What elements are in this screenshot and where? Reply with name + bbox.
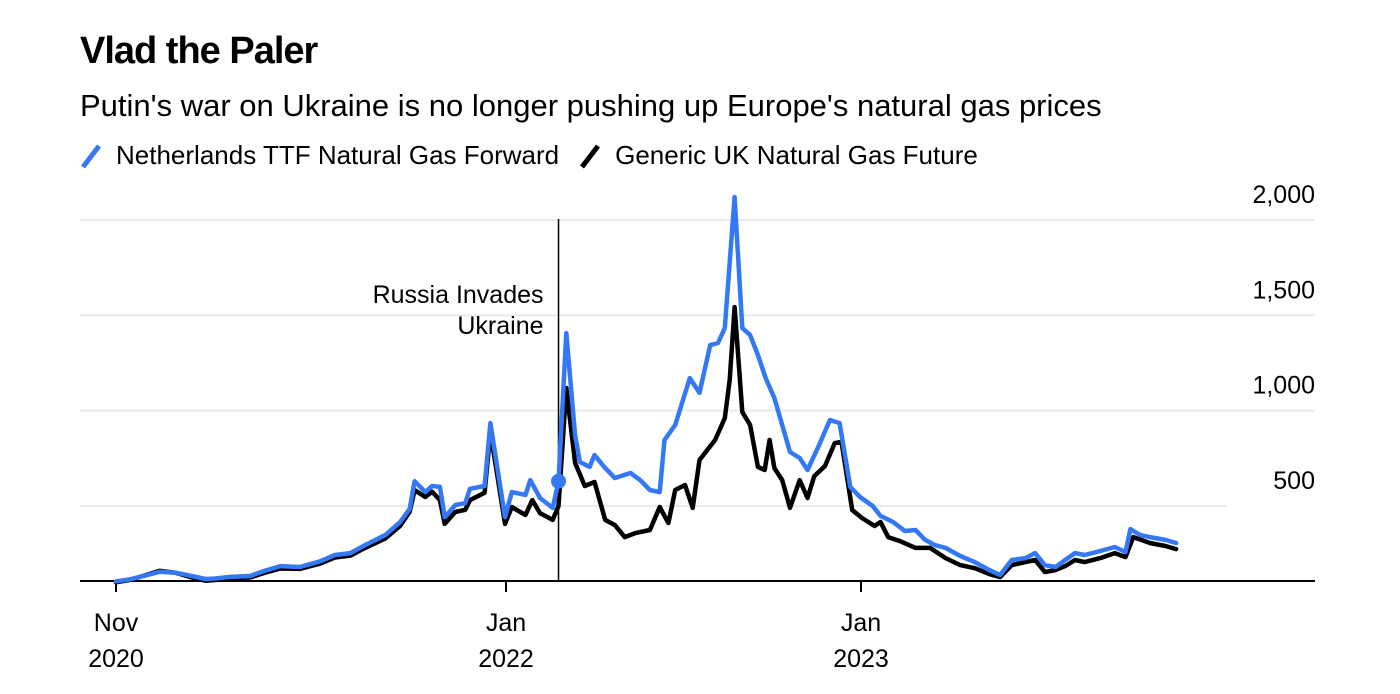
y-tick-label: 500 [1273,467,1315,495]
y-axis-labels: 500 1,000 1,500 2,000 [1252,181,1315,495]
x-axis: Nov 2020 Jan 2022 Jan 2023 [88,581,889,673]
gridlines [80,219,1315,507]
legend-label-ttf: Netherlands TTF Natural Gas Forward [116,140,560,170]
series-lines [113,194,1179,585]
chart-subtitle: Putin's war on Ukraine is no longer push… [80,88,1102,123]
legend-item-uk: Generic UK Natural Gas Future [579,140,978,171]
y-tick-label: 2,000 [1252,181,1315,209]
x-tick-label-month: Nov [94,609,139,637]
x-tick-label-year: 2022 [478,645,534,673]
legend-swatch-uk-icon [579,143,601,169]
annotation-label-line2: Ukraine [457,312,543,340]
legend-label-uk: Generic UK Natural Gas Future [615,140,978,170]
x-tick-label-month: Jan [841,609,881,637]
series-line-ttf [113,194,1179,584]
legend-swatch-ttf-icon [80,143,102,169]
x-tick-label-year: 2020 [88,645,144,673]
y-tick-label: 1,000 [1252,372,1315,400]
legend: Netherlands TTF Natural Gas Forward Gene… [80,140,998,171]
chart-title: Vlad the Paler [80,30,318,72]
series-line-uk [113,304,1179,585]
annotation-marker [551,473,567,489]
y-tick-label: 1,500 [1252,276,1315,304]
legend-item-ttf: Netherlands TTF Natural Gas Forward [80,140,559,171]
x-tick-label-year: 2023 [833,645,889,673]
annotation-invasion: Russia Invades Ukraine [373,219,560,581]
x-tick-label-month: Jan [486,609,526,637]
annotation-label-line1: Russia Invades [373,281,544,309]
